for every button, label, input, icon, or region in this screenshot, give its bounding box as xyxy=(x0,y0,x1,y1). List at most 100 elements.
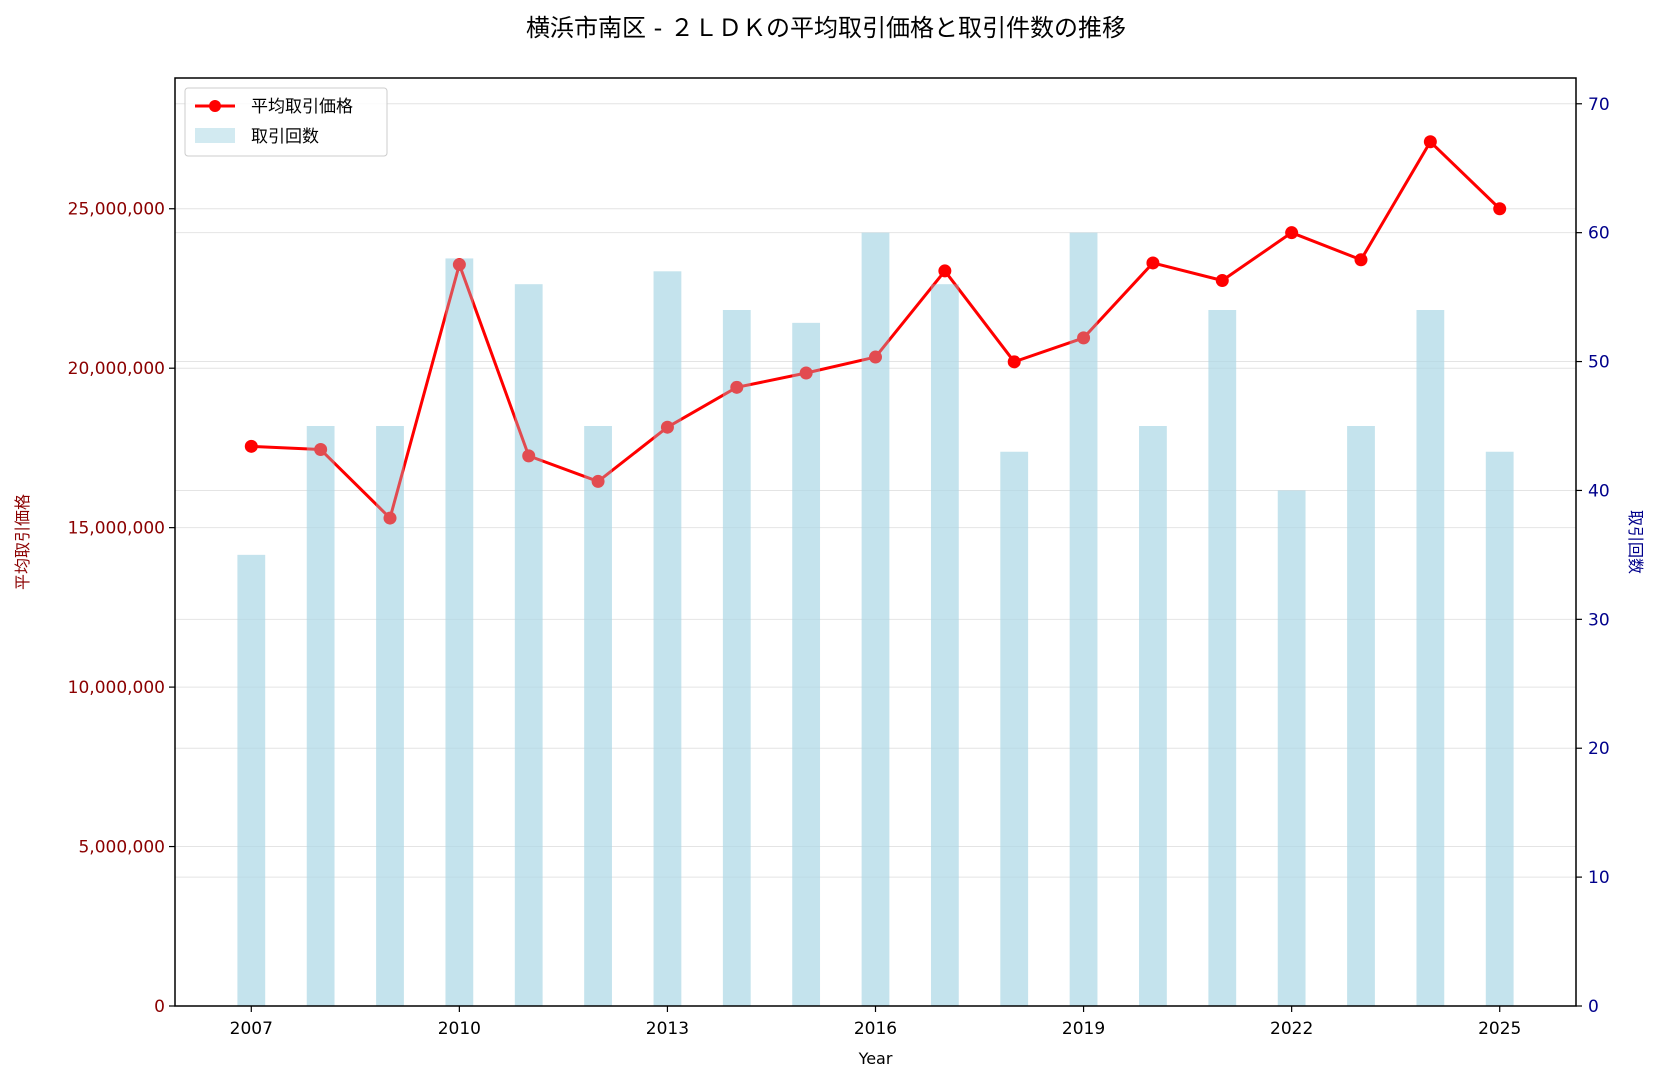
legend-marker-swatch xyxy=(209,100,221,112)
x-tick-label: 2016 xyxy=(854,1019,897,1039)
x-axis-label: Year xyxy=(858,1049,893,1068)
price-line-segment xyxy=(874,269,947,359)
bar xyxy=(1347,426,1375,1006)
price-point xyxy=(314,443,328,457)
bar xyxy=(1277,490,1306,1006)
bar-overlay xyxy=(1416,310,1445,1006)
price-point xyxy=(383,511,397,525)
price-line-segment xyxy=(1012,336,1086,364)
y-right-tick-label: 0 xyxy=(1588,997,1599,1017)
axes: 0 5,000,000 10,000,000 15,000,000 20,000,000… xyxy=(68,77,1610,1039)
legend-bar-swatch xyxy=(195,128,235,143)
x-tick-label: 2007 xyxy=(230,1019,273,1039)
price-line-segment xyxy=(1428,140,1502,211)
bar xyxy=(1416,310,1445,1006)
price-point xyxy=(1285,226,1299,240)
price-line-segment xyxy=(319,448,392,520)
bar xyxy=(514,284,543,1006)
price-line-segment xyxy=(388,263,461,520)
bar-series xyxy=(237,232,1514,1006)
bar-overlay xyxy=(584,426,612,1006)
bar-overlay xyxy=(1277,490,1306,1006)
price-line-segment xyxy=(1359,140,1432,262)
x-tick-label: 2010 xyxy=(438,1019,481,1039)
y-left-tick-label: 10,000,000 xyxy=(68,678,165,698)
price-line-segment xyxy=(1082,261,1155,340)
price-line-segment xyxy=(1290,231,1363,262)
y-right-tick-label: 30 xyxy=(1588,610,1610,630)
price-line-segment xyxy=(804,355,877,375)
price-line-segment xyxy=(665,385,739,429)
bar xyxy=(584,426,612,1006)
bar-overlay xyxy=(306,426,335,1006)
y-left-tick-label: 0 xyxy=(154,997,165,1017)
x-tick-label: 2013 xyxy=(646,1019,689,1039)
y-left-tick-label: 15,000,000 xyxy=(68,519,165,539)
price-point xyxy=(1007,355,1021,369)
price-point xyxy=(1146,256,1160,270)
bar-overlay xyxy=(376,426,404,1006)
bar xyxy=(1000,451,1029,1006)
bar-overlay xyxy=(861,232,890,1006)
price-line-segment xyxy=(457,263,531,458)
bar xyxy=(445,258,474,1006)
price-point xyxy=(938,264,952,278)
price-point xyxy=(660,420,674,434)
bar-overlay xyxy=(1000,451,1029,1006)
price-point xyxy=(591,474,605,488)
price-point xyxy=(522,449,536,463)
bar xyxy=(792,322,821,1006)
bar xyxy=(930,284,959,1006)
bar-overlay xyxy=(514,284,543,1006)
y-left-tick-label: 20,000,000 xyxy=(68,359,165,379)
bar-overlay xyxy=(792,322,821,1006)
y-axis-right-label: 取引回数 xyxy=(1626,510,1645,574)
price-point xyxy=(1493,202,1507,216)
bar xyxy=(653,271,682,1006)
price-point xyxy=(869,350,882,364)
bar-overlay xyxy=(445,258,474,1006)
y-right-tick-label: 70 xyxy=(1588,95,1610,115)
bar-overlay xyxy=(237,554,266,1006)
bar-overlay xyxy=(722,310,751,1006)
y-right-tick-label: 50 xyxy=(1588,353,1610,373)
bar xyxy=(306,426,335,1006)
price-line-segment xyxy=(1220,231,1294,283)
legend: 平均取引価格 取引回数 xyxy=(184,87,388,157)
bar-overlay xyxy=(1208,310,1237,1006)
price-line-segment xyxy=(527,454,600,483)
price-point xyxy=(1354,253,1368,267)
price-point xyxy=(244,439,258,453)
y-right-tick-label: 40 xyxy=(1588,481,1610,501)
price-point xyxy=(452,258,466,272)
bar-overlay xyxy=(1069,232,1098,1006)
x-tick-label: 2019 xyxy=(1062,1019,1105,1039)
chart-title: 横浜市南区 - ２ＬＤＫの平均取引価格と取引件数の推移 xyxy=(526,14,1126,42)
legend-box xyxy=(184,87,388,157)
bar xyxy=(1485,451,1514,1006)
bar-overlay xyxy=(1139,426,1167,1006)
y-right-tick-label: 10 xyxy=(1588,868,1610,888)
bar xyxy=(1069,232,1098,1006)
legend-label-count: 取引回数 xyxy=(251,127,319,147)
x-tick-label: 2022 xyxy=(1270,1019,1313,1039)
price-line-segment xyxy=(1151,261,1224,283)
bar xyxy=(1139,426,1167,1006)
price-point xyxy=(1215,274,1229,288)
price-point xyxy=(730,380,744,394)
y-left-tick-label: 25,000,000 xyxy=(68,200,165,220)
bar-overlay xyxy=(1347,426,1375,1006)
bar xyxy=(722,310,751,1006)
x-tick-label: 2025 xyxy=(1478,1019,1521,1039)
price-line-segment xyxy=(249,444,323,452)
line-series xyxy=(237,135,1514,1006)
y-left-tick-label: 5,000,000 xyxy=(78,838,165,858)
price-line-segment xyxy=(735,371,808,389)
price-line-segment xyxy=(596,425,669,483)
y-axis-left-label: 平均取引価格 xyxy=(13,494,32,590)
price-point xyxy=(1423,135,1437,149)
bar-overlay xyxy=(930,284,959,1006)
price-point xyxy=(1077,331,1091,345)
